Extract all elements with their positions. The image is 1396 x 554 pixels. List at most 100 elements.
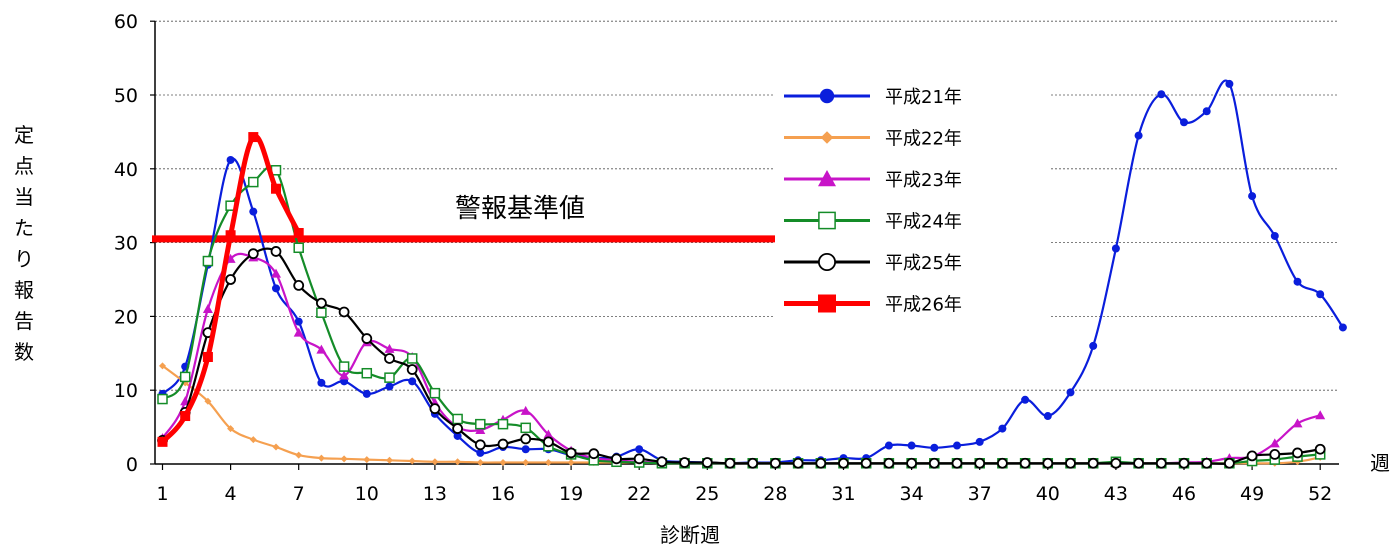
data-point (907, 441, 916, 450)
data-point (521, 445, 530, 454)
x-tick-label-37: 37 (968, 483, 992, 505)
y-tick-label-0: 0 (126, 454, 138, 476)
x-tick-label-22: 22 (627, 483, 651, 505)
data-point (520, 422, 531, 434)
data-point (1292, 447, 1303, 459)
data-point (792, 457, 804, 469)
data-point (406, 364, 418, 375)
data-point (1316, 290, 1325, 299)
data-point (633, 453, 645, 465)
x-axis-unit: 週 (1370, 451, 1390, 475)
data-point (474, 439, 486, 451)
data-point (248, 176, 259, 188)
legend-marker (819, 88, 835, 104)
series-3 (157, 252, 1326, 468)
x-tick-label-7: 7 (293, 483, 305, 505)
data-point (1292, 418, 1303, 428)
data-point (384, 343, 395, 353)
data-point (363, 456, 371, 464)
data-point (1065, 457, 1076, 469)
series-line (161, 247, 1321, 465)
data-point (543, 429, 554, 439)
data-point (271, 183, 281, 194)
data-point (406, 353, 418, 364)
data-point (928, 457, 940, 469)
data-point (951, 457, 963, 469)
data-point (974, 457, 986, 469)
x-axis-label: 診断週 (660, 523, 720, 547)
data-point (1293, 277, 1302, 286)
data-point (975, 437, 984, 446)
x-tick-label-16: 16 (491, 483, 515, 505)
data-point (1180, 118, 1188, 127)
data-point (225, 274, 237, 285)
data-point (429, 387, 441, 399)
legend-item: 平成23年 (784, 170, 962, 191)
data-point (1110, 457, 1122, 469)
data-point (361, 333, 373, 344)
x-tick-label-25: 25 (695, 483, 719, 505)
data-point (1202, 107, 1211, 116)
data-point (883, 457, 895, 469)
legend-item: 平成21年 (784, 87, 962, 108)
data-point (294, 317, 303, 326)
legend-label: 平成24年 (885, 212, 962, 233)
data-point (747, 457, 759, 469)
data-point (452, 413, 463, 425)
data-point (476, 459, 484, 467)
data-point (1269, 438, 1280, 448)
data-point (815, 457, 827, 469)
data-point (588, 448, 600, 460)
data-point (475, 425, 486, 435)
x-tick-label-1: 1 (156, 483, 168, 505)
legend-marker (818, 211, 836, 230)
data-point (180, 411, 191, 422)
series-6 (157, 132, 304, 447)
data-point (272, 443, 280, 451)
data-point (202, 255, 214, 267)
data-point (953, 441, 961, 450)
data-point (225, 230, 236, 241)
data-point (544, 459, 552, 467)
data-point (1089, 341, 1098, 350)
x-tick-label-46: 46 (1172, 483, 1196, 505)
data-point (293, 280, 305, 291)
x-tick-label-13: 13 (423, 483, 447, 505)
data-point (1225, 79, 1234, 88)
data-point (454, 458, 462, 466)
y-axis-label-char: 点 (14, 154, 34, 178)
series-group (157, 79, 1347, 469)
legend-label: 平成23年 (885, 170, 962, 191)
data-point (317, 454, 325, 462)
x-tick-label-40: 40 (1036, 483, 1060, 505)
data-point (884, 441, 893, 450)
data-point (1178, 457, 1190, 469)
legend-label: 平成22年 (885, 129, 962, 150)
data-point (1155, 457, 1167, 469)
y-axis-label-char: 当 (14, 185, 34, 209)
data-point (520, 433, 532, 445)
data-point (157, 436, 168, 447)
data-point (386, 456, 393, 464)
legend-marker (818, 294, 836, 313)
legend-background (775, 75, 1050, 330)
data-point (679, 457, 690, 468)
x-tick-label-43: 43 (1104, 483, 1128, 505)
series-line (161, 252, 1321, 465)
x-tick-label-31: 31 (831, 483, 855, 505)
series-4 (157, 165, 1326, 469)
data-point (226, 155, 235, 164)
y-tick-label-40: 40 (114, 159, 138, 181)
series-line (161, 364, 1321, 465)
data-point (1314, 443, 1326, 455)
data-point (316, 344, 327, 354)
data-point (293, 242, 304, 254)
data-point (522, 459, 530, 467)
data-point (429, 403, 441, 415)
data-point (248, 132, 259, 143)
legend-item: 平成25年 (784, 252, 962, 274)
data-point (204, 397, 212, 405)
data-point (293, 327, 304, 337)
data-point (930, 443, 939, 452)
data-point (247, 248, 259, 260)
